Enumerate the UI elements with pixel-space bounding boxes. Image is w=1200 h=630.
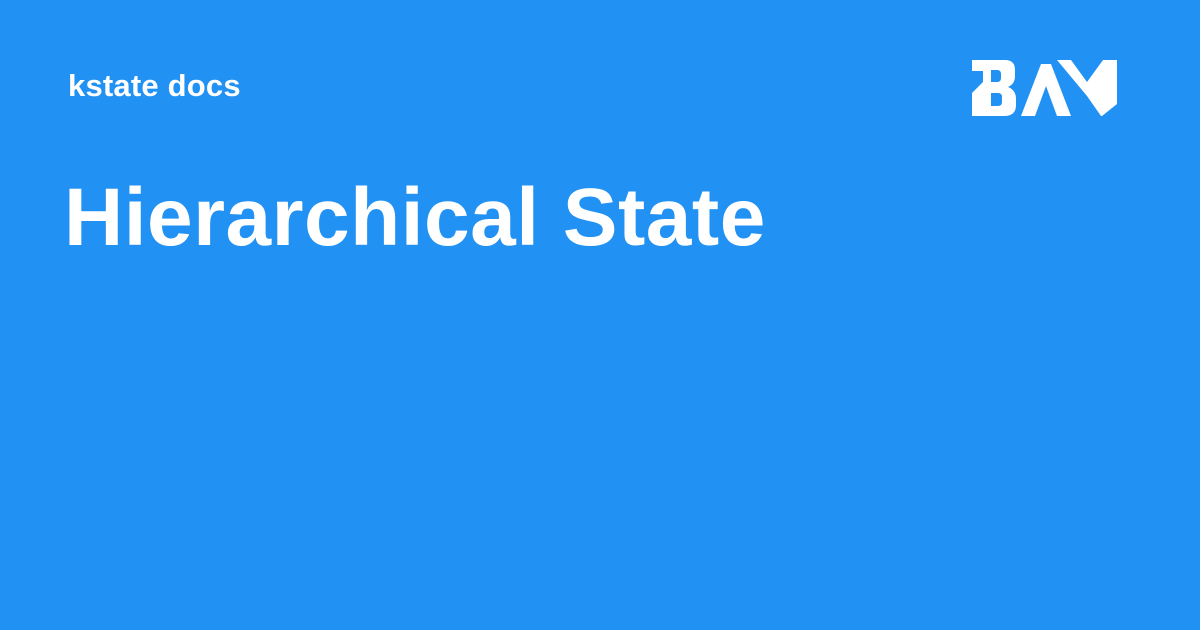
site-name: kstate docs — [68, 68, 241, 103]
bam-logo-icon — [971, 60, 1117, 116]
page-title: Hierarchical State — [64, 172, 766, 263]
